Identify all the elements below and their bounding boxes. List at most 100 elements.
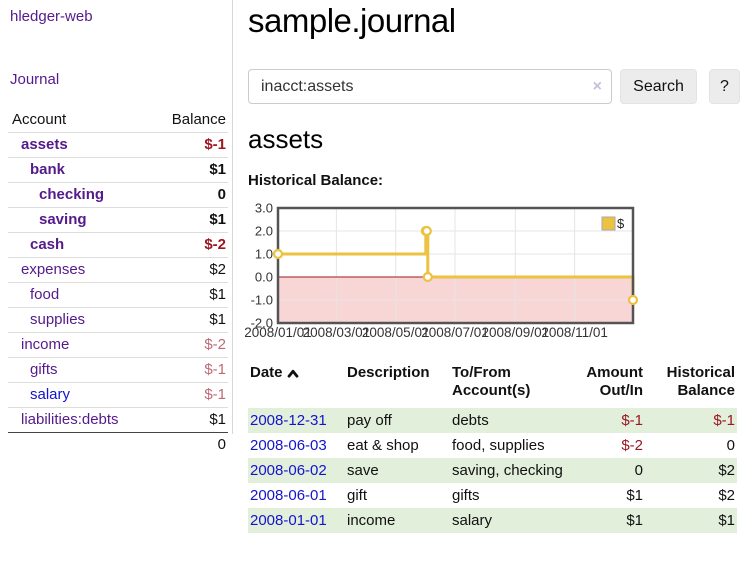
- account-balance: $1: [151, 407, 228, 433]
- svg-text:2.0: 2.0: [255, 224, 273, 239]
- account-row: salary $-1: [8, 382, 228, 408]
- account-balance: $-1: [151, 357, 228, 383]
- transaction-balance: $2: [718, 487, 735, 504]
- account-balance: $-2: [151, 232, 228, 258]
- transaction-accounts: food, supplies: [452, 437, 545, 454]
- svg-text:2008/01/01: 2008/01/01: [245, 325, 312, 340]
- svg-text:0.0: 0.0: [255, 270, 273, 285]
- account-link[interactable]: cash: [30, 236, 65, 253]
- accounts-total-row: 0: [8, 433, 228, 458]
- clear-search-icon[interactable]: ×: [592, 78, 602, 95]
- account-row: supplies $1: [8, 307, 228, 333]
- svg-text:2008/05/01: 2008/05/01: [362, 325, 430, 340]
- search-row: × Search ?: [248, 69, 742, 104]
- historical-balance-chart: $3.0 2.0 1.0 0.0 -1.0 -2.0 2008/01/01 2008/03/0…: [244, 201, 645, 349]
- transaction-amount: $-1: [621, 412, 643, 429]
- account-link[interactable]: bank: [30, 161, 66, 178]
- account-balance: $1: [151, 157, 228, 183]
- register-row: 2008-06-01 gift gifts $1 $2: [248, 483, 737, 508]
- transaction-date-link[interactable]: 2008-06-02: [250, 462, 327, 479]
- svg-text:2008/03/01: 2008/03/01: [303, 325, 371, 340]
- register-header-date[interactable]: Date: [248, 360, 345, 408]
- transaction-amount: $1: [626, 487, 643, 504]
- account-link[interactable]: expenses: [21, 261, 86, 278]
- register-row: 2008-06-03 eat & shop food, supplies $-2 0: [248, 433, 737, 458]
- account-balance: 0: [151, 182, 228, 208]
- account-link[interactable]: salary: [30, 386, 71, 403]
- account-balance: $1: [151, 207, 228, 233]
- main-content: sample.journal × Search ? assets Histori…: [244, 0, 742, 582]
- register-table-body: 2008-12-31 pay off debts $-1 $-1 2008-06-03 ea…: [248, 408, 737, 533]
- register-header-balance: Historical Balance: [666, 364, 735, 399]
- transaction-balance: $1: [718, 512, 735, 529]
- account-link[interactable]: checking: [39, 186, 105, 203]
- search-box: ×: [248, 69, 612, 104]
- svg-text:2008/07/01: 2008/07/01: [421, 325, 489, 340]
- account-link[interactable]: supplies: [30, 311, 86, 328]
- register-header-amount: Amount Out/In: [586, 364, 643, 399]
- sidebar-item-journal[interactable]: Journal: [10, 71, 60, 88]
- account-row: income $-2: [8, 332, 228, 358]
- transaction-description: eat & shop: [347, 437, 419, 454]
- svg-text:-1.0: -1.0: [251, 293, 273, 308]
- account-link[interactable]: income: [21, 336, 70, 353]
- svg-text:2008/11/01: 2008/11/01: [541, 325, 608, 340]
- transaction-balance: $-1: [713, 412, 735, 429]
- account-row: bank $1: [8, 157, 228, 183]
- register-row: 2008-01-01 income salary $1 $1: [248, 508, 737, 533]
- page-title: sample.journal: [248, 2, 456, 39]
- sidebar: hledger-web Journal Account Balance asse…: [0, 0, 233, 582]
- search-input[interactable]: [249, 70, 611, 103]
- transaction-description: pay off: [347, 412, 392, 429]
- account-row: expenses $2: [8, 257, 228, 283]
- svg-text:$: $: [617, 216, 625, 231]
- transaction-description: gift: [347, 487, 368, 504]
- svg-text:2008/09/01: 2008/09/01: [482, 325, 550, 340]
- account-link[interactable]: assets: [21, 136, 68, 153]
- account-row: checking 0: [8, 182, 228, 208]
- chart-label: Historical Balance:: [248, 172, 384, 189]
- transaction-balance: $2: [718, 462, 735, 479]
- transaction-description: income: [347, 512, 396, 529]
- accounts-table-body: assets $-1 bank $1 checking 0 saving $1 cash $-2 e…: [8, 132, 228, 458]
- transaction-accounts: saving, checking: [452, 462, 563, 479]
- account-row: saving $1: [8, 207, 228, 233]
- account-balance: $-2: [151, 332, 228, 358]
- accounts-header-account: Account: [8, 108, 152, 133]
- account-row: cash $-2: [8, 232, 228, 258]
- transaction-balance: 0: [726, 437, 735, 454]
- account-link[interactable]: liabilities:debts: [21, 411, 119, 428]
- transaction-accounts: debts: [452, 412, 489, 429]
- transaction-date-link[interactable]: 2008-12-31: [250, 412, 327, 429]
- register-row: 2008-06-02 save saving, checking 0 $2: [248, 458, 737, 483]
- account-row: food $1: [8, 282, 228, 308]
- transaction-date-link[interactable]: 2008-06-03: [250, 437, 327, 454]
- account-link[interactable]: gifts: [30, 361, 58, 378]
- register-row: 2008-12-31 pay off debts $-1 $-1: [248, 408, 737, 433]
- register-table: Date Description To/From Account(s) Amou…: [248, 360, 737, 533]
- account-link[interactable]: saving: [39, 211, 87, 228]
- sidebar-divider: [232, 0, 233, 434]
- transaction-date-link[interactable]: 2008-06-01: [250, 487, 327, 504]
- sort-ascending-icon: [287, 365, 299, 382]
- account-balance: $-1: [151, 132, 228, 158]
- account-row: gifts $-1: [8, 357, 228, 383]
- account-balance: $1: [151, 307, 228, 333]
- chart-svg: $3.0 2.0 1.0 0.0 -1.0 -2.02008/01/012008/03/0…: [244, 201, 639, 340]
- transaction-description: save: [347, 462, 379, 479]
- transaction-amount: $-2: [621, 437, 643, 454]
- svg-text:1.0: 1.0: [255, 247, 273, 262]
- register-header-description: Description: [347, 364, 430, 381]
- help-button[interactable]: ?: [709, 69, 740, 104]
- account-balance: $1: [151, 282, 228, 308]
- accounts-header-row: Account Balance: [8, 108, 228, 133]
- account-heading: assets: [248, 124, 324, 154]
- transaction-date-link[interactable]: 2008-01-01: [250, 512, 327, 529]
- search-button[interactable]: Search: [620, 69, 697, 104]
- app-brand-link[interactable]: hledger-web: [10, 8, 93, 25]
- account-balance: $2: [151, 257, 228, 283]
- account-balance: $-1: [151, 382, 228, 408]
- transaction-amount: $1: [626, 512, 643, 529]
- account-link[interactable]: food: [30, 286, 60, 303]
- transaction-accounts: salary: [452, 512, 493, 529]
